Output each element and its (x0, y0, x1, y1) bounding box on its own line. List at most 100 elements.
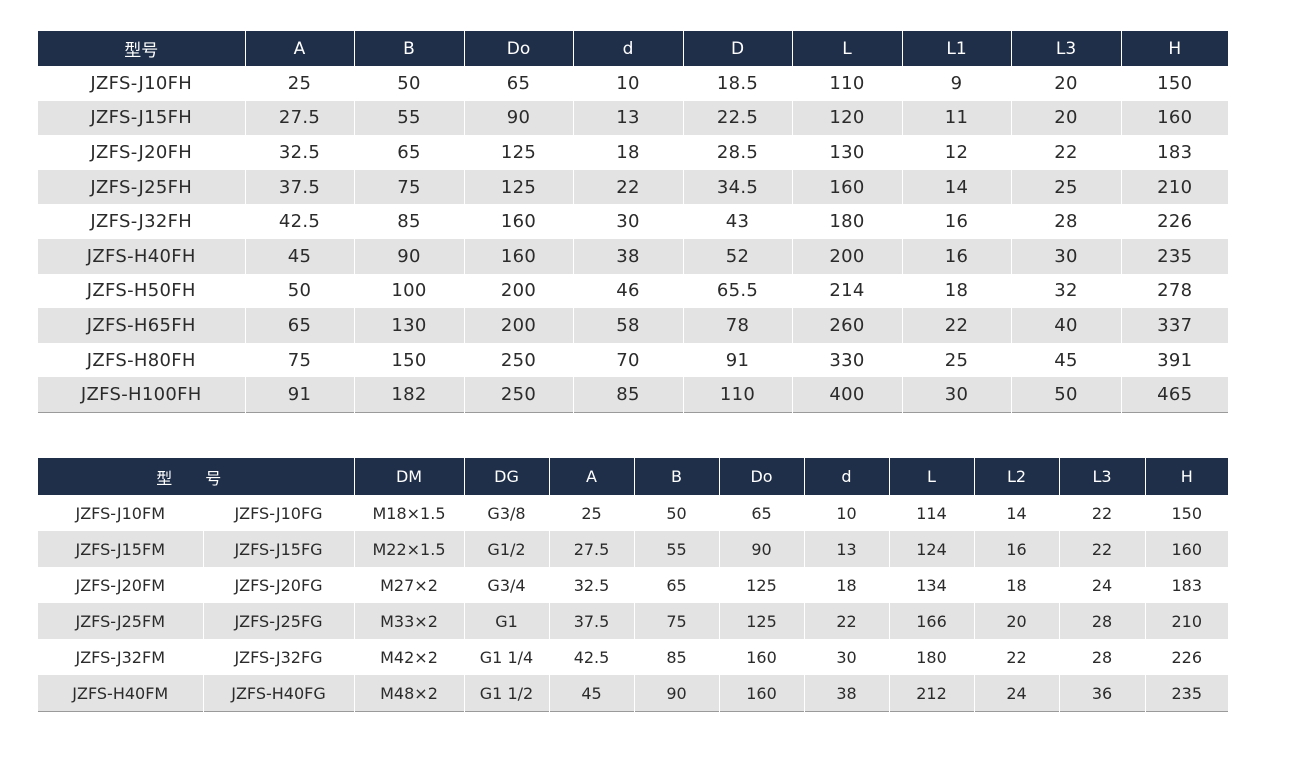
table-cell: 25 (245, 66, 355, 101)
table-cell: 65 (464, 66, 574, 101)
table-cell: 18.5 (683, 66, 793, 101)
table-cell: 28 (1059, 639, 1146, 675)
table-cell: 85 (634, 639, 720, 675)
column-header-l3: L3 (1059, 458, 1146, 495)
table-cell: 150 (1171, 503, 1203, 523)
table-cell: 16 (902, 204, 1012, 239)
table-cell: 235 (1121, 238, 1228, 274)
table-cell: JZFS-J15FM (38, 531, 204, 567)
table-cell: 42.5 (245, 204, 355, 239)
table-cell: 91 (245, 377, 355, 413)
table-cell: 130 (354, 308, 465, 343)
table-cell: 16 (902, 238, 1012, 274)
table-cell: 65.5 (683, 273, 793, 309)
table-cell: JZFS-H100FH (38, 377, 246, 413)
table-cell: JZFS-J32FH (38, 204, 246, 239)
table-cell: 70 (573, 342, 684, 378)
table-cell: 200 (792, 238, 903, 274)
table-cell: 18 (974, 567, 1060, 603)
column-header-model: 型 号 (38, 458, 355, 495)
table-cell: 110 (683, 377, 793, 413)
table-cell: 32.5 (549, 567, 635, 603)
table-cell: 50 (354, 66, 465, 101)
table-cell: 34.5 (683, 169, 793, 205)
table-cell: 75 (354, 169, 465, 205)
table-cell: 36 (1059, 675, 1146, 712)
table-cell: 160 (464, 238, 574, 274)
table-row: JZFS-H50FH 50 100 200 46 65.5 214 18 32 278 (38, 273, 1228, 309)
table-cell: 210 (1121, 169, 1228, 205)
table-row: JZFS-J15FM JZFS-J15FG M22×1.5 G1/2 27.5 55 90 1… (38, 531, 1228, 567)
table-cell: 100 (354, 273, 465, 309)
column-header-dg: DG (464, 458, 550, 495)
table-cell: JZFS-H50FH (38, 273, 246, 309)
table-cell: 14 (974, 495, 1060, 531)
table-cell: JZFS-J20FG (203, 567, 355, 603)
table-cell: 78 (683, 308, 793, 343)
table-cell: 22 (1059, 495, 1146, 531)
table-cell: JZFS-J20FH (38, 135, 246, 170)
table-cell: G1/2 (464, 531, 550, 567)
table-cell: 226 (1171, 647, 1203, 667)
table-cell: 28 (1011, 204, 1122, 239)
table-cell: 200 (464, 273, 574, 309)
spec-table-2: 型 号 DM DG A B Do d L L2 L3 H JZFS-J10FM J… (38, 458, 1228, 712)
table-cell: 160 (1121, 100, 1228, 136)
table-cell: 25 (1011, 169, 1122, 205)
table-cell: 75 (634, 603, 720, 639)
table-cell: G1 1/4 (464, 639, 550, 675)
table-cell: 110 (792, 66, 903, 101)
table-cell: 11 (902, 100, 1012, 136)
table-cell: 27.5 (245, 100, 355, 136)
table-cell: G1 1/2 (464, 675, 550, 712)
table-cell: JZFS-H65FH (38, 308, 246, 343)
table-cell: 278 (1157, 280, 1193, 302)
table-cell: JZFS-H40FM (38, 675, 204, 712)
table-cell: 125 (464, 169, 574, 205)
table-cell: 30 (902, 377, 1012, 413)
table-row: JZFS-H100FH 91 182 250 85 110 400 30 50 465 (38, 377, 1228, 413)
table-cell: 180 (792, 204, 903, 239)
column-header-l1: L1 (902, 31, 1012, 66)
table2-header-row: 型 号 DM DG A B Do d L L2 L3 H (38, 458, 1228, 495)
table-cell: 18 (804, 567, 890, 603)
table-row: JZFS-H40FH 45 90 160 38 52 200 16 30 235 (38, 238, 1228, 274)
table-cell: 210 (1145, 603, 1228, 639)
table-cell: 18 (573, 135, 684, 170)
table-cell: 55 (354, 100, 465, 136)
table-cell: 28.5 (683, 135, 793, 170)
table-cell: 65 (719, 495, 805, 531)
table-cell: JZFS-J32FG (203, 639, 355, 675)
table-row: JZFS-J25FH 37.5 75 125 22 34.5 160 14 25 210 (38, 169, 1228, 205)
table-cell: 38 (573, 238, 684, 274)
table1-header-row: 型号 A B Do d D L L1 L3 H (38, 31, 1228, 66)
table-cell: JZFS-H40FG (203, 675, 355, 712)
table-cell: 85 (354, 204, 465, 239)
table-cell: 212 (889, 675, 975, 712)
column-header-d-large: D (683, 31, 793, 66)
table-cell: 183 (1171, 575, 1203, 595)
table-cell: 465 (1121, 377, 1228, 413)
table-cell: 65 (354, 135, 465, 170)
table-cell: 13 (573, 100, 684, 136)
table-cell: 85 (573, 377, 684, 413)
table-row: JZFS-H65FH 65 130 200 58 78 260 22 40 337 (38, 308, 1228, 343)
table-cell: M27×2 (354, 567, 465, 603)
table-row: JZFS-J32FH 42.5 85 160 30 43 180 16 28 226 (38, 204, 1228, 239)
table-cell: 65 (634, 567, 720, 603)
table-cell: 120 (792, 100, 903, 136)
table-cell: 235 (1145, 675, 1228, 712)
table-cell: 22 (974, 639, 1060, 675)
table-cell: 400 (792, 377, 903, 413)
table-cell: 42.5 (549, 639, 635, 675)
column-header-do: Do (464, 31, 574, 66)
table-cell: 22 (1059, 531, 1146, 567)
table-row: JZFS-J32FM JZFS-J32FG M42×2 G1 1/4 42.5 85 160… (38, 639, 1228, 675)
table-cell: 90 (354, 238, 465, 274)
table-cell: 27.5 (549, 531, 635, 567)
table-cell: 37.5 (245, 169, 355, 205)
column-header-d-small: d (573, 31, 684, 66)
table-cell: 150 (1157, 72, 1193, 94)
column-header-l: L (792, 31, 903, 66)
column-header-do: Do (719, 458, 805, 495)
